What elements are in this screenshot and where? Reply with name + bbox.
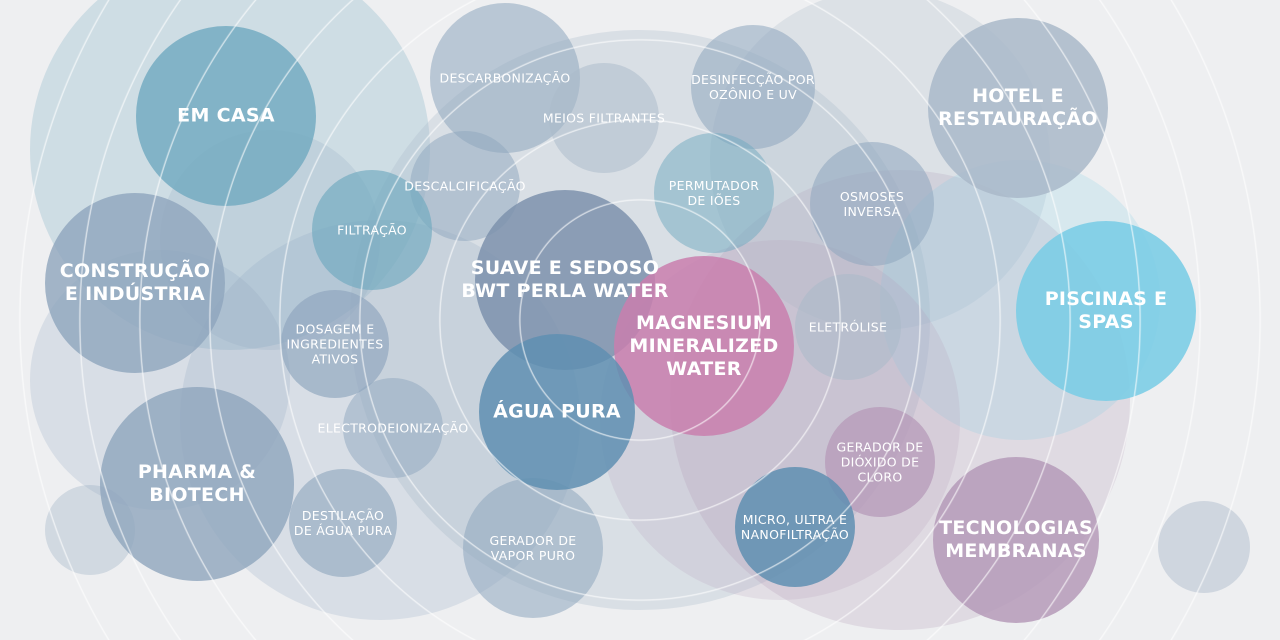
technologies-label[interactable]: PERMUTADOR DE IÕES [668,178,760,208]
technologies-label[interactable]: OSMOSES INVERSA [839,189,905,219]
categories-label[interactable]: PHARMA & BIOTECH [137,461,257,506]
technologies-label[interactable]: MICRO, ULTRA E NANOFILTRAÇÃO [740,512,850,542]
technologies-label[interactable]: GERADOR DE VAPOR PURO [489,533,577,563]
technologies-label[interactable]: DESTILAÇÃO DE ÁGUA PURA [293,508,393,538]
technologies-label[interactable]: DESCALCIFICAÇÃO [404,178,526,194]
technologies-label[interactable]: FILTRAÇÃO [337,222,407,238]
technologies-label[interactable]: MEIOS FILTRANTES [542,110,666,126]
categories-label[interactable]: HOTEL E RESTAURAÇÃO [938,85,1098,130]
technologies-label[interactable]: GERADOR DE DIÓXIDO DE CLORO [836,439,924,485]
technologies-label[interactable]: DOSAGEM E INGREDIENTES ATIVOS [286,321,384,367]
products-label[interactable]: MAGNESIUM MINERALIZED WATER [629,311,779,380]
categories-label[interactable]: CONSTRUÇÃO E INDÚSTRIA [59,260,211,305]
background-bubble [1158,501,1250,593]
products-label[interactable]: ÁGUA PURA [493,400,621,423]
categories-label[interactable]: TECNOLOGIAS MEMBRANAS [939,517,1093,562]
categories-label[interactable]: PISCINAS E SPAS [1044,288,1168,333]
technologies-label[interactable]: DESCARBONIZAÇÃO [439,70,571,86]
categories-label[interactable]: EM CASA [177,104,275,127]
products-label[interactable]: SUAVE E SEDOSO BWT PERLA WATER [461,257,669,302]
technologies-label[interactable]: DESINFECÇÃO POR OZÔNIO E UV [691,72,815,102]
technologies-label[interactable]: ELECTRODEIONIZAÇÃO [317,420,469,436]
technologies-label[interactable]: ELETRÓLISE [808,319,888,335]
